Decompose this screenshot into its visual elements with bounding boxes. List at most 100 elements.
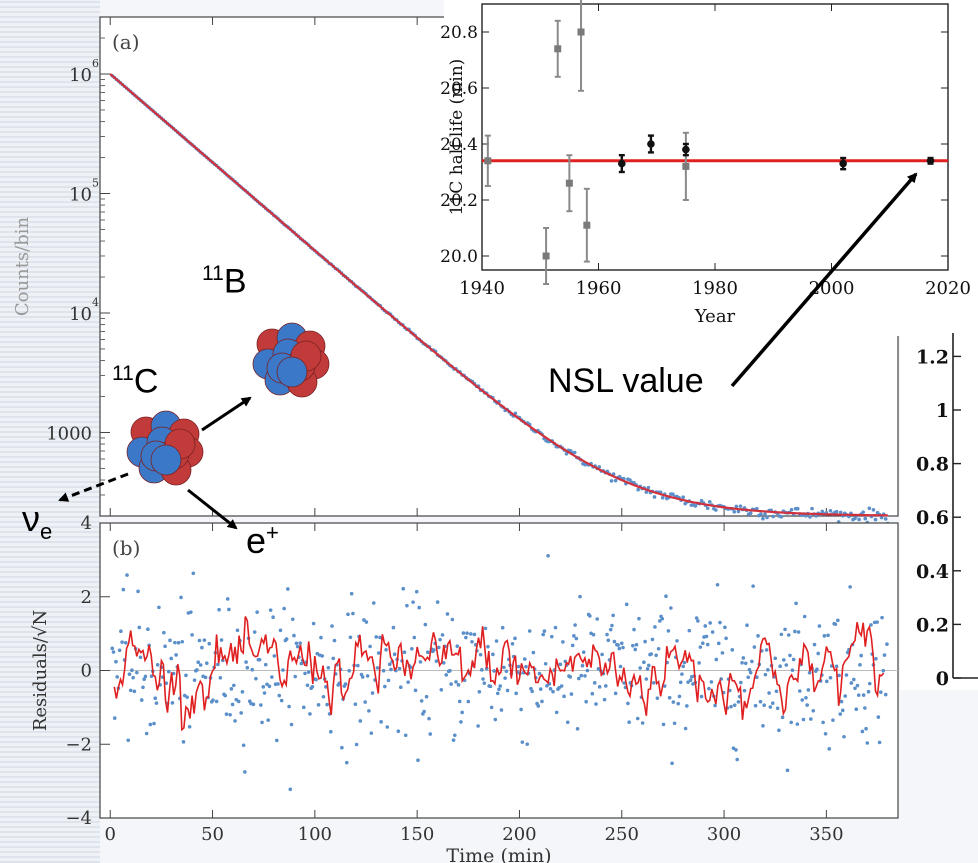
panel-b-residual-point bbox=[595, 617, 600, 621]
panel-b-residual-point bbox=[626, 701, 630, 706]
panel-b-residual-point bbox=[480, 668, 484, 672]
panel-b-residual-point bbox=[822, 634, 827, 638]
panel-b-residual-point bbox=[865, 741, 870, 745]
panel-b-residual-point bbox=[325, 702, 329, 707]
panel-b-residual-point bbox=[736, 700, 741, 704]
panel-b-residual-point bbox=[305, 683, 310, 688]
panel-a-data-point bbox=[734, 504, 739, 509]
panel-a-data-point bbox=[609, 479, 614, 483]
panel-b-residual-point bbox=[173, 640, 177, 645]
panel-b-residual-point bbox=[680, 672, 684, 676]
panel-b-residual-point bbox=[228, 712, 232, 717]
panel-b-residual-point bbox=[152, 721, 156, 726]
panel-a-data-point bbox=[671, 492, 675, 496]
panel-b-residual-point bbox=[203, 675, 208, 680]
panel-b-residual-point bbox=[866, 689, 871, 694]
boron-11-label: 11B bbox=[202, 262, 247, 301]
panel-b-residual-point bbox=[437, 645, 441, 650]
panel-b-residual-point bbox=[618, 664, 623, 669]
panel-b-residual-point bbox=[685, 704, 689, 708]
panel-b-residual-point bbox=[189, 610, 193, 614]
panel-b-residual-point bbox=[671, 700, 676, 704]
panel-b-residual-point bbox=[481, 677, 485, 681]
panel-b-residual-point bbox=[211, 698, 215, 702]
panel-b-residual-point bbox=[859, 653, 863, 658]
panel-b-residual-point bbox=[752, 645, 757, 649]
panel-b-residual-point bbox=[558, 662, 563, 667]
panel-b-residual-point bbox=[277, 693, 282, 698]
panel-b-residual-point bbox=[391, 625, 396, 630]
panel-b-residual-point bbox=[848, 585, 852, 589]
panel-b-residual-point bbox=[885, 642, 889, 647]
panel-b-residual-point bbox=[311, 621, 316, 626]
panel-a-data-point bbox=[681, 495, 685, 500]
panel-b-residual-point bbox=[541, 632, 545, 637]
panel-b-residual-point bbox=[746, 675, 751, 680]
panel-a-data-point bbox=[789, 507, 794, 512]
inset-ytick-label: 20.0 bbox=[440, 247, 478, 267]
panel-b-residual-point bbox=[416, 758, 420, 763]
panel-b-residual-point bbox=[514, 691, 518, 696]
panel-b-residual-point bbox=[348, 635, 353, 640]
panel-b-residual-point bbox=[139, 698, 144, 702]
panel-b-residual-point bbox=[316, 703, 321, 707]
panel-b-residual-point bbox=[756, 634, 760, 638]
panel-b-residual-point bbox=[233, 719, 237, 723]
panel-b-residual-point bbox=[166, 669, 171, 674]
panel-b-residual-point bbox=[259, 703, 263, 707]
panel-b-residual-point bbox=[331, 656, 336, 661]
panel-b-residual-point bbox=[386, 678, 391, 683]
panel-b-residual-point bbox=[187, 724, 192, 729]
panel-b-residual-point bbox=[427, 716, 431, 721]
panel-b-residual-point bbox=[155, 663, 160, 667]
panel-b-residual-point bbox=[320, 654, 325, 658]
inset-frame bbox=[481, 3, 949, 271]
panel-b-residual-point bbox=[435, 600, 440, 604]
panel-b-residual-point bbox=[448, 668, 452, 673]
panel-b-residual-point bbox=[656, 647, 661, 651]
panel-b-residual-point bbox=[688, 678, 693, 683]
panel-b-residual-point bbox=[797, 689, 802, 693]
panel-b-residual-point bbox=[784, 663, 789, 667]
panel-b-residual-point bbox=[739, 680, 743, 685]
panel-b-residual-point bbox=[713, 703, 717, 708]
panel-b-residual-point bbox=[529, 686, 533, 691]
panel-b-residual-point bbox=[439, 687, 444, 692]
panel-b-residual-point bbox=[633, 647, 638, 652]
boron-symbol: B bbox=[223, 262, 247, 301]
panel-b-residual-point bbox=[308, 712, 312, 716]
panel-b-residual-point bbox=[724, 636, 728, 641]
panel-b-residual-point bbox=[260, 720, 264, 725]
panel-b-residual-point bbox=[450, 617, 455, 622]
panel-a-data-point bbox=[660, 496, 665, 500]
panel-b-residual-point bbox=[646, 663, 651, 668]
panel-b-residual-point bbox=[516, 664, 521, 669]
panel-b-residual-point bbox=[411, 600, 415, 604]
panel-b-residual-point bbox=[785, 768, 790, 773]
panel-b-residual-point bbox=[779, 632, 784, 637]
panel-b-residual-point bbox=[823, 732, 828, 736]
panel-b-residual-point bbox=[125, 573, 129, 577]
panel-b-residual-point bbox=[613, 691, 618, 696]
panel-b-residual-point bbox=[456, 683, 461, 687]
panel-b-residual-point bbox=[148, 722, 153, 727]
panel-b-residual-point bbox=[351, 611, 355, 616]
panel-b-residual-point bbox=[451, 738, 456, 742]
panel-b-residual-point bbox=[703, 624, 708, 628]
panel-b-residual-point bbox=[604, 684, 608, 688]
panel-b-residual-point bbox=[831, 718, 835, 722]
panel-b-residual-point bbox=[392, 652, 397, 656]
panel-b-residual-point bbox=[554, 710, 559, 715]
panel-b-residual-point bbox=[655, 696, 660, 700]
panel-b-xtick-label: 150 bbox=[400, 824, 434, 845]
right-axis-tick-label: 0.8 bbox=[916, 454, 949, 476]
panel-b-residual-point bbox=[314, 677, 318, 682]
panel-b-residual-point bbox=[816, 651, 820, 656]
panel-b-residual-point bbox=[255, 610, 259, 614]
panel-b-residual-point bbox=[562, 694, 566, 699]
panel-b-residual-point bbox=[686, 680, 690, 684]
panel-b-residual-point bbox=[499, 708, 504, 712]
panel-a-data-point bbox=[867, 506, 872, 511]
panel-b-residual-point bbox=[239, 711, 243, 715]
panel-b-residual-point bbox=[123, 640, 128, 645]
